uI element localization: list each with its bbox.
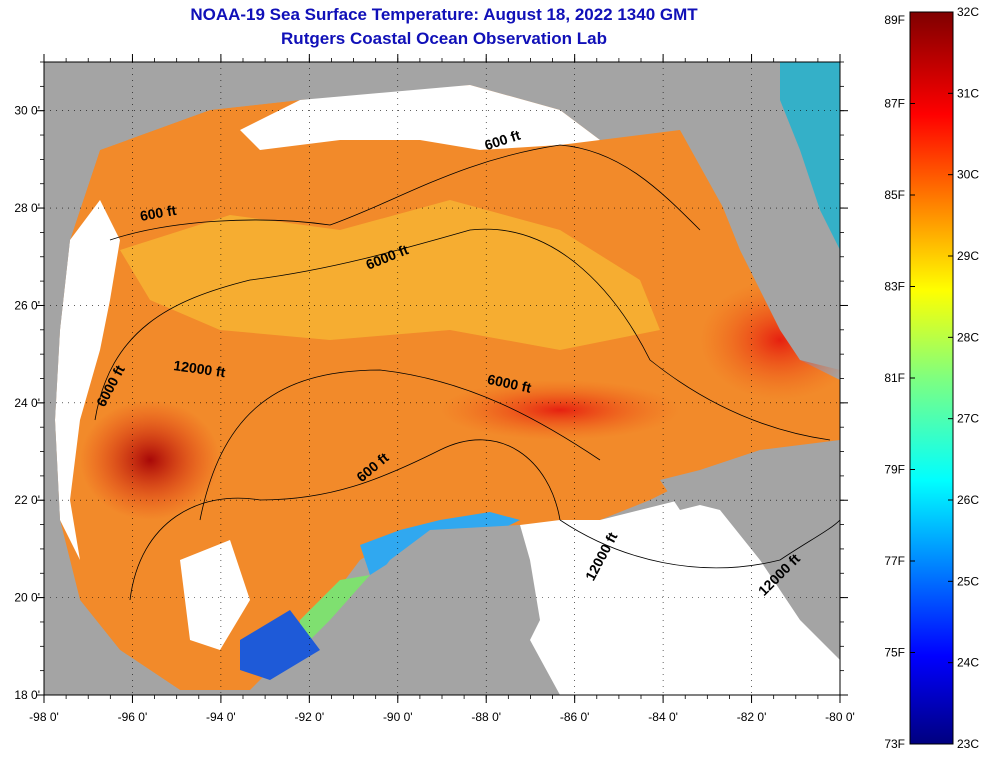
colorbar-label-f: 81F xyxy=(884,371,905,385)
sst-imagery xyxy=(44,62,840,695)
colorbar-label-c: 27C xyxy=(957,412,979,426)
florida-water xyxy=(780,62,840,250)
cuba-land xyxy=(660,440,840,510)
lon-tick-label: -82 0' xyxy=(737,710,767,724)
colorbar-label-f: 75F xyxy=(884,646,905,660)
axis-ticks: -98 0' -96 0' -94 0' -92 0' -90 0' -88 0' -86 … xyxy=(14,54,855,724)
colorbar-label-c: 29C xyxy=(957,249,979,263)
colorbar-label-c: 24C xyxy=(957,656,979,670)
lat-tick-label: 20 0' xyxy=(14,591,40,605)
lon-tick-label: -98 0' xyxy=(29,710,59,724)
lon-tick-label: -96 0' xyxy=(118,710,148,724)
lat-tick-label: 30 0' xyxy=(14,104,40,118)
map-subtitle: Rutgers Coastal Ocean Observation Lab xyxy=(281,29,607,48)
lon-tick-label: -92 0' xyxy=(295,710,325,724)
contour-label: 12000 ft xyxy=(173,357,227,380)
colorbar-label-c: 23C xyxy=(957,737,979,751)
colorbar-label-f: 79F xyxy=(884,463,905,477)
green-coast xyxy=(300,575,370,650)
lon-tick-label: -86 0' xyxy=(560,710,590,724)
colorbar-label-f: 83F xyxy=(884,280,905,294)
map-title: NOAA-19 Sea Surface Temperature: August … xyxy=(190,5,698,24)
yucatan-land xyxy=(300,525,540,695)
colorbar-label-f: 85F xyxy=(884,188,905,202)
colorbar-label-f: 89F xyxy=(884,13,905,27)
lat-tick-label: 22 0' xyxy=(14,493,40,507)
bathymetry-contours xyxy=(94,144,840,601)
colorbar-label-f: 73F xyxy=(884,737,905,751)
florida-land xyxy=(600,62,840,370)
contour-label: 600 ft xyxy=(139,202,178,224)
lat-tick-label: 26 0' xyxy=(14,298,40,312)
lon-tick-label: -84 0' xyxy=(648,710,678,724)
blue-southwest xyxy=(240,610,320,680)
mexico-land xyxy=(44,62,300,695)
us-coast-land xyxy=(300,62,600,110)
colorbar-label-c: 28C xyxy=(957,330,979,344)
colorbar-labels: 89F 87F 85F 83F 81F 79F 77F 75F 73F 32C 31C 30C 29C 2… xyxy=(884,5,979,751)
colorbar-label-c: 25C xyxy=(957,574,979,588)
lat-tick-label: 28 0' xyxy=(14,201,40,215)
graticule xyxy=(44,62,840,695)
colorbar-label-f: 77F xyxy=(884,554,905,568)
lat-tick-label: 18 0' xyxy=(14,688,40,702)
colorbar-label-c: 26C xyxy=(957,493,979,507)
colorbar-label-c: 30C xyxy=(957,168,979,182)
lon-tick-label: -94 0' xyxy=(206,710,236,724)
lat-tick-label: 24 0' xyxy=(14,396,40,410)
colorbar xyxy=(909,11,954,745)
colorbar-label-c: 32C xyxy=(957,5,979,19)
cloud-bay-campeche xyxy=(180,540,250,650)
cloud-texas-shelf xyxy=(55,200,120,560)
lon-tick-label: -80 0' xyxy=(825,710,855,724)
lon-tick-label: -88 0' xyxy=(471,710,501,724)
colorbar-label-f: 87F xyxy=(884,97,905,111)
lon-tick-label: -90 0' xyxy=(383,710,413,724)
cloud-north-shelf xyxy=(240,85,600,150)
warm-band xyxy=(120,200,660,350)
colorbar-label-c: 31C xyxy=(957,86,979,100)
